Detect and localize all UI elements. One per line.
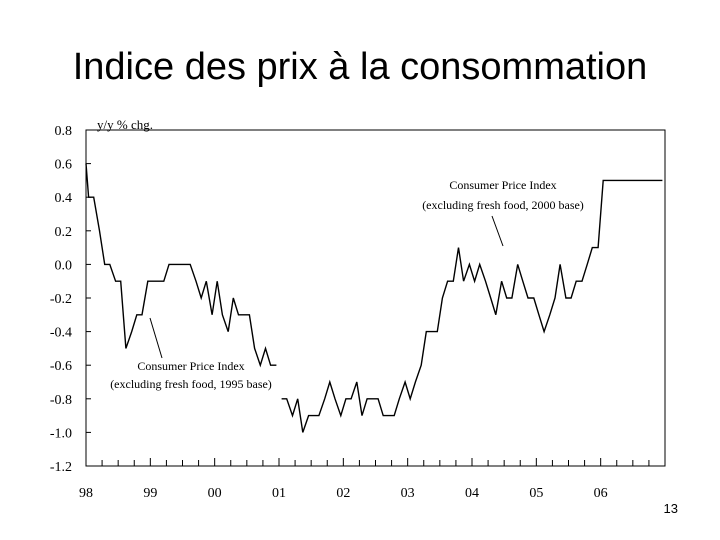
y-axis-ticks: 0.8 0.6 0.4 0.2 0.0 -0.2 -0.4 -0.6 -0.8 -1.0 -1.2 (50, 124, 91, 475)
y-tick-label: -0.4 (50, 326, 72, 341)
x-tick-label: 05 (529, 486, 543, 501)
y-tick-label: 0.0 (55, 258, 73, 273)
y-tick-label: -0.6 (50, 359, 72, 374)
y-unit-label: y/y % chg. (97, 117, 153, 132)
series-line-1995-base (85, 163, 277, 368)
annotation-2000-base-arrow (491, 215, 504, 247)
annotation-1995-base-line-2: (excluding fresh food, 1995 base) (110, 377, 272, 391)
y-tick-label: -1.2 (50, 460, 72, 475)
y-tick-label: -0.8 (50, 393, 72, 408)
series-line-2000-base (281, 179, 663, 433)
y-tick-label: -0.2 (50, 292, 72, 307)
series-lines (85, 163, 663, 433)
annotation-1995-base-arrow (149, 317, 163, 359)
x-tick-label: 98 (79, 486, 93, 501)
annotation-1995-base: Consumer Price Index (excluding fresh fo… (110, 317, 272, 391)
slide-title: Indice des prix à la consommation (72, 46, 648, 88)
x-tick-label: 01 (272, 486, 286, 501)
plot-frame (85, 129, 666, 467)
y-tick-label: 0.6 (55, 158, 73, 173)
y-tick-label: 0.8 (55, 124, 73, 139)
page-number: 13 (663, 501, 678, 516)
x-tick-label: 00 (208, 486, 222, 501)
annotation-2000-base-line-1: Consumer Price Index (449, 178, 556, 192)
y-tick-label: -1.0 (50, 426, 72, 441)
x-tick-label: 04 (465, 486, 479, 501)
x-tick-label: 02 (336, 486, 350, 501)
y-tick-label: 0.4 (55, 191, 73, 206)
annotation-2000-base: Consumer Price Index (excluding fresh fo… (422, 178, 584, 247)
x-tick-label: 03 (401, 486, 415, 501)
y-tick-label: 0.2 (55, 225, 73, 240)
annotation-1995-base-line-1: Consumer Price Index (137, 359, 244, 373)
x-axis-ticks: 98 99 00 01 02 03 04 05 06 (79, 458, 650, 501)
x-tick-label: 06 (594, 486, 608, 501)
annotation-2000-base-line-2: (excluding fresh food, 2000 base) (422, 198, 584, 212)
x-tick-label: 99 (143, 486, 157, 501)
